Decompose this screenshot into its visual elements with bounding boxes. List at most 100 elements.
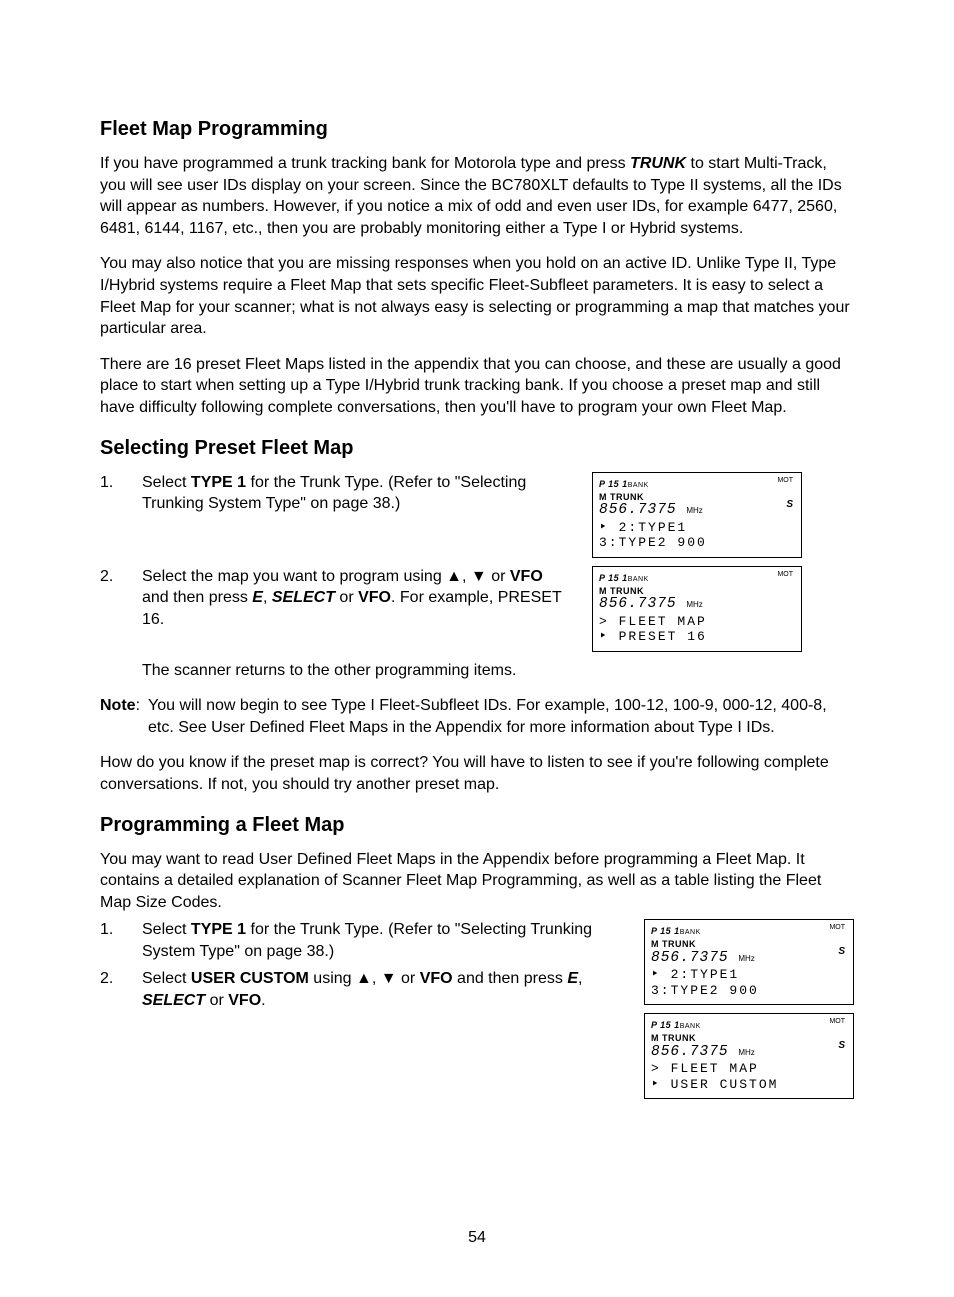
- list-body: Select USER CUSTOM using ▲, ▼ or VFO and…: [142, 968, 624, 1011]
- text: Select: [142, 474, 191, 491]
- lcd-right-s: S: [838, 1040, 845, 1052]
- text: and then press: [453, 970, 568, 987]
- list-number: 1.: [100, 472, 122, 494]
- note-label: Note:: [100, 695, 140, 738]
- text-user-custom: USER CUSTOM: [191, 970, 309, 987]
- text: ,: [263, 589, 272, 606]
- step-row-pfm: 1. Select TYPE 1 for the Trunk Type. (Re…: [100, 919, 854, 1099]
- lcd-trunk-label: M TRUNK: [651, 939, 847, 950]
- lcd-column: MOT P 15 1BANK M TRUNK 856.7375 MHz > FL…: [592, 566, 802, 652]
- note-row: Note: You will now begin to see Type I F…: [100, 695, 854, 738]
- text: Select: [142, 921, 191, 938]
- list-body: Select TYPE 1 for the Trunk Type. (Refer…: [142, 919, 624, 962]
- step-row-2: 2. Select the map you want to program us…: [100, 566, 854, 652]
- lcd-bank: BANK: [680, 1023, 701, 1030]
- text-type1: TYPE 1: [191, 921, 246, 938]
- heading-selecting-preset-fleet-map: Selecting Preset Fleet Map: [100, 437, 854, 460]
- lcd-column: MOT S P 15 1BANK M TRUNK 856.7375 MHz ‣ …: [644, 919, 854, 1099]
- lcd-line2: 3:TYPE2 900: [651, 983, 847, 999]
- lcd-top-small: P 15 1: [599, 573, 628, 583]
- text: or: [205, 992, 228, 1009]
- text-e-key: E: [252, 589, 263, 606]
- lcd-top-right: MOT: [777, 571, 793, 579]
- lcd-top-small: P 15 1: [651, 1020, 680, 1030]
- lcd-top-right: MOT: [829, 924, 845, 932]
- paragraph-pfm-intro: You may want to read User Defined Fleet …: [100, 849, 854, 914]
- text-select-key: SELECT: [142, 992, 205, 1009]
- list-body: Select the map you want to program using…: [142, 566, 572, 631]
- lcd-frequency: 856.7375 MHz: [651, 950, 847, 967]
- text-select-key: SELECT: [272, 589, 335, 606]
- paragraph-intro3: There are 16 preset Fleet Maps listed in…: [100, 354, 854, 419]
- text-vfo: VFO: [420, 970, 453, 987]
- lcd-column: MOT S P 15 1BANK M TRUNK 856.7375 MHz ‣ …: [592, 472, 802, 558]
- text: or: [487, 568, 510, 585]
- list-number: 1.: [100, 919, 122, 941]
- list-body: Select TYPE 1 for the Trunk Type. (Refer…: [142, 472, 572, 515]
- heading-fleet-map-programming: Fleet Map Programming: [100, 118, 854, 141]
- freq-unit: MHz: [738, 954, 754, 963]
- lcd-right-s: S: [786, 499, 793, 511]
- list-number: 2.: [100, 566, 122, 588]
- lcd-line1: > FLEET MAP: [651, 1061, 847, 1077]
- up-arrow-icon: ▲: [356, 970, 372, 987]
- text-vfo: VFO: [358, 589, 391, 606]
- lcd-top-small: P 15 1: [651, 926, 680, 936]
- text: ,: [578, 970, 582, 987]
- text: Select the map you want to program using: [142, 568, 446, 585]
- text: .: [261, 992, 265, 1009]
- lcd-frequency: 856.7375 MHz: [651, 1044, 847, 1061]
- lcd-line2: 3:TYPE2 900: [599, 535, 795, 551]
- freq-value: 856.7375: [651, 950, 729, 966]
- text-vfo: VFO: [228, 992, 261, 1009]
- step-row-1: 1. Select TYPE 1 for the Trunk Type. (Re…: [100, 472, 854, 558]
- text-comma: ,: [462, 568, 471, 585]
- lcd-screen-3: MOT S P 15 1BANK M TRUNK 856.7375 MHz ‣ …: [644, 919, 854, 1005]
- text: or: [397, 970, 420, 987]
- list-number: 2.: [100, 968, 122, 990]
- lcd-trunk-label: M TRUNK: [599, 492, 795, 503]
- paragraph-howknow: How do you know if the preset map is cor…: [100, 752, 854, 795]
- lcd-line1: > FLEET MAP: [599, 614, 795, 630]
- up-arrow-icon: ▲: [446, 568, 462, 585]
- lcd-trunk-label: M TRUNK: [599, 586, 795, 597]
- text: Select: [142, 970, 191, 987]
- lcd-screen-2: MOT P 15 1BANK M TRUNK 856.7375 MHz > FL…: [592, 566, 802, 652]
- text: using: [309, 970, 356, 987]
- lcd-line2: ‣ PRESET 16: [599, 629, 795, 645]
- lcd-screen-1: MOT S P 15 1BANK M TRUNK 856.7375 MHz ‣ …: [592, 472, 802, 558]
- paragraph-intro1: If you have programmed a trunk tracking …: [100, 153, 854, 239]
- text: and then press: [142, 589, 252, 606]
- text-vfo: VFO: [510, 568, 543, 585]
- page-number: 54: [0, 1229, 954, 1247]
- text-comma: ,: [372, 970, 381, 987]
- lcd-frequency: 856.7375 MHz: [599, 596, 795, 613]
- freq-unit: MHz: [686, 600, 702, 609]
- freq-value: 856.7375: [651, 1044, 729, 1060]
- lcd-trunk-label: M TRUNK: [651, 1033, 847, 1044]
- paragraph-scanner-returns: The scanner returns to the other program…: [142, 660, 854, 682]
- text-type1: TYPE 1: [191, 474, 246, 491]
- lcd-frequency: 856.7375 MHz: [599, 502, 795, 519]
- text-e-key: E: [567, 970, 578, 987]
- lcd-bank: BANK: [628, 576, 649, 583]
- paragraph-intro2: You may also notice that you are missing…: [100, 253, 854, 339]
- down-arrow-icon: ▼: [471, 568, 487, 585]
- freq-value: 856.7375: [599, 596, 677, 612]
- lcd-bank: BANK: [628, 482, 649, 489]
- heading-programming-a-fleet-map: Programming a Fleet Map: [100, 814, 854, 837]
- text: If you have programmed a trunk tracking …: [100, 155, 630, 172]
- note-label-text: Note: [100, 697, 136, 714]
- freq-unit: MHz: [686, 506, 702, 515]
- freq-value: 856.7375: [599, 502, 677, 518]
- down-arrow-icon: ▼: [381, 970, 397, 987]
- text: or: [335, 589, 358, 606]
- freq-unit: MHz: [738, 1048, 754, 1057]
- lcd-top-right: MOT: [777, 477, 793, 485]
- lcd-line2: ‣ USER CUSTOM: [651, 1077, 847, 1093]
- lcd-top-right: MOT: [829, 1018, 845, 1026]
- lcd-right-s: S: [838, 946, 845, 958]
- lcd-line1: ‣ 2:TYPE1: [651, 967, 847, 983]
- lcd-top-small: P 15 1: [599, 479, 628, 489]
- lcd-bank: BANK: [680, 929, 701, 936]
